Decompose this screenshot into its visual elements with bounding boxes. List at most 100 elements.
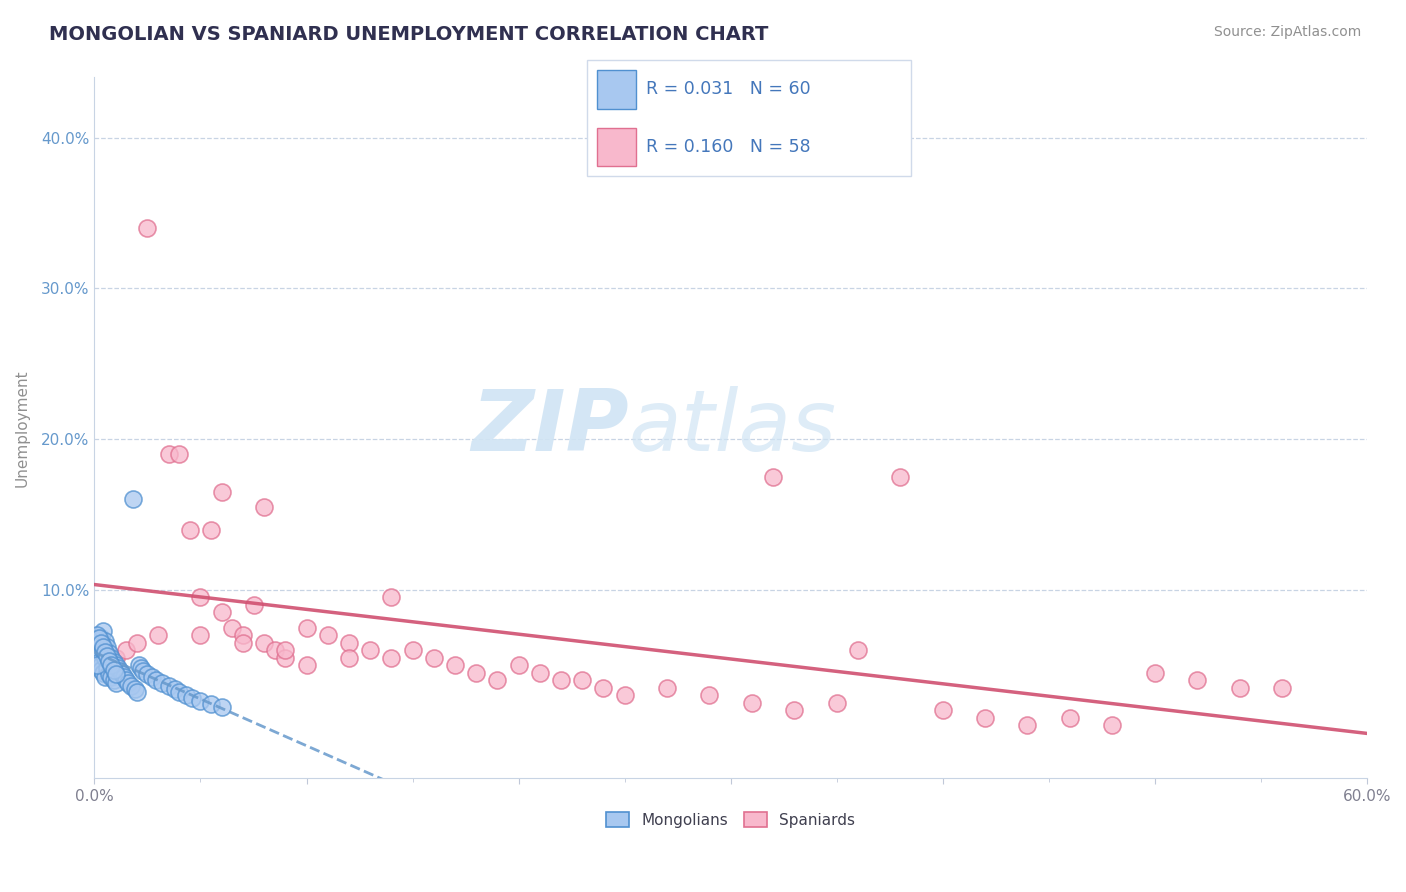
Point [100, 658, 122, 673]
Point [103, 673, 125, 688]
Point [190, 694, 212, 708]
Point [783, 703, 806, 717]
FancyBboxPatch shape [596, 70, 637, 109]
Point [132, 664, 155, 678]
Point [145, 673, 167, 688]
Point [107, 661, 129, 675]
Point [87, 635, 110, 649]
Point [444, 658, 467, 673]
Point [90, 631, 112, 645]
Point [190, 628, 212, 642]
Point [129, 661, 152, 675]
Point [337, 650, 360, 665]
Point [96, 640, 118, 654]
Point [96, 649, 118, 664]
Point [295, 620, 318, 634]
Point [699, 689, 721, 703]
Point [104, 658, 127, 673]
Point [263, 643, 285, 657]
Point [165, 682, 187, 697]
Point [121, 492, 143, 507]
Point [295, 658, 318, 673]
Point [465, 665, 488, 680]
Point [124, 682, 146, 697]
Point [96, 661, 118, 675]
Point [889, 470, 911, 484]
Point [104, 676, 127, 690]
Point [100, 650, 122, 665]
Point [115, 673, 138, 688]
Text: Source: ZipAtlas.com: Source: ZipAtlas.com [1213, 25, 1361, 39]
FancyBboxPatch shape [586, 61, 911, 176]
Point [200, 698, 222, 712]
Point [1229, 681, 1251, 695]
Point [91, 640, 114, 654]
Point [242, 598, 264, 612]
Point [1101, 718, 1123, 732]
FancyBboxPatch shape [596, 128, 637, 166]
Point [157, 447, 180, 461]
Legend: Mongolians, Spaniards: Mongolians, Spaniards [600, 805, 860, 834]
Point [128, 658, 150, 673]
Point [592, 681, 614, 695]
Point [529, 665, 551, 680]
Point [274, 643, 297, 657]
Point [1017, 718, 1039, 732]
Point [762, 470, 785, 484]
Point [125, 685, 148, 699]
Point [1059, 711, 1081, 725]
Point [232, 635, 254, 649]
Point [103, 655, 125, 669]
Point [103, 663, 125, 677]
Point [1143, 665, 1166, 680]
Text: ZIP: ZIP [471, 386, 628, 469]
Point [253, 635, 276, 649]
Point [112, 670, 135, 684]
Point [211, 606, 233, 620]
Point [87, 631, 110, 645]
Point [111, 667, 134, 681]
Point [136, 667, 159, 681]
Point [211, 700, 233, 714]
Point [87, 646, 110, 660]
Point [211, 484, 233, 499]
Point [508, 658, 530, 673]
Point [94, 645, 117, 659]
Point [401, 643, 423, 657]
Point [125, 635, 148, 649]
Point [94, 670, 117, 684]
Point [274, 650, 297, 665]
Point [253, 500, 276, 514]
Point [104, 650, 127, 665]
Point [86, 643, 108, 657]
Point [108, 664, 131, 678]
Point [741, 696, 763, 710]
Point [380, 591, 402, 605]
Point [422, 650, 444, 665]
Point [120, 679, 142, 693]
Point [550, 673, 572, 688]
Point [359, 643, 381, 657]
Point [931, 703, 953, 717]
Point [179, 523, 201, 537]
Point [190, 591, 212, 605]
Point [98, 646, 121, 660]
Text: R = 0.160   N = 58: R = 0.160 N = 58 [647, 138, 811, 156]
Point [104, 667, 127, 681]
Point [100, 670, 122, 684]
Point [974, 711, 997, 725]
Point [157, 679, 180, 693]
Point [98, 654, 121, 668]
Y-axis label: Unemployment: Unemployment [15, 369, 30, 487]
Point [150, 676, 173, 690]
Text: MONGOLIAN VS SPANIARD UNEMPLOYMENT CORRELATION CHART: MONGOLIAN VS SPANIARD UNEMPLOYMENT CORRE… [49, 25, 769, 44]
Text: atlas: atlas [628, 386, 837, 469]
Point [146, 628, 169, 642]
Point [136, 221, 159, 235]
Point [613, 689, 636, 703]
Point [337, 635, 360, 649]
Point [86, 650, 108, 665]
Point [115, 643, 138, 657]
Point [221, 620, 243, 634]
Point [232, 628, 254, 642]
